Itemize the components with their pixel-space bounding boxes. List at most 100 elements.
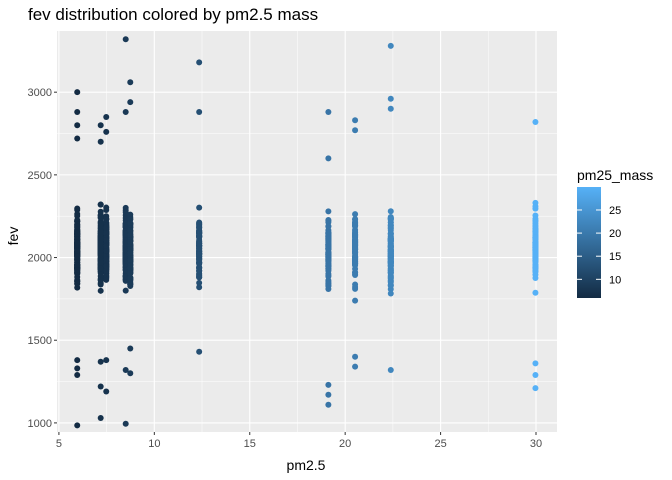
data-point <box>103 272 110 279</box>
data-point <box>103 276 110 283</box>
data-point <box>103 357 110 364</box>
data-point <box>532 360 539 367</box>
data-point <box>325 401 332 408</box>
data-point <box>103 128 110 135</box>
data-point <box>74 122 81 129</box>
data-point <box>532 256 539 263</box>
x-tick-label: 30 <box>530 438 542 450</box>
data-point <box>122 109 129 116</box>
data-point <box>387 95 394 102</box>
x-tick-label: 10 <box>148 438 160 450</box>
data-point <box>387 255 394 262</box>
data-point <box>352 254 359 261</box>
data-point <box>103 224 110 231</box>
data-point <box>196 220 203 227</box>
data-point <box>127 370 134 377</box>
data-point <box>97 228 104 235</box>
data-point <box>127 231 134 238</box>
data-point <box>532 226 539 233</box>
data-point <box>352 260 359 267</box>
y-axis-title: fev <box>5 227 21 246</box>
data-point <box>325 223 332 230</box>
data-point <box>352 284 359 291</box>
data-point <box>97 122 104 129</box>
legend-title: pm25_mass <box>577 167 653 183</box>
data-point <box>103 230 110 237</box>
data-point <box>387 236 394 243</box>
legend-color-bar <box>577 187 601 298</box>
data-point <box>325 381 332 388</box>
data-point <box>532 205 539 212</box>
data-point <box>352 219 359 226</box>
data-point <box>103 263 110 270</box>
data-point <box>325 281 332 288</box>
data-point <box>196 232 203 239</box>
data-point <box>196 256 203 263</box>
data-point <box>387 243 394 250</box>
data-point <box>103 388 110 395</box>
data-point <box>196 59 203 66</box>
data-point <box>387 366 394 373</box>
data-point <box>387 262 394 269</box>
data-point <box>97 235 104 242</box>
data-point <box>352 227 359 234</box>
data-point <box>387 279 394 286</box>
data-point <box>325 109 332 116</box>
data-point <box>532 222 539 229</box>
data-point <box>97 220 104 227</box>
data-point <box>532 289 539 296</box>
data-point <box>74 230 81 237</box>
data-point <box>325 273 332 280</box>
data-point <box>74 262 81 269</box>
data-point <box>352 211 359 218</box>
data-point <box>127 220 134 227</box>
data-point <box>127 99 134 106</box>
data-point <box>325 249 332 256</box>
data-point <box>387 42 394 49</box>
data-point <box>127 256 134 263</box>
legend: pm25_mass 10 15 20 25 <box>577 167 653 298</box>
data-point <box>196 267 203 274</box>
data-point <box>352 271 359 278</box>
data-point <box>97 383 104 390</box>
data-point <box>122 267 129 274</box>
data-point <box>103 267 110 274</box>
data-point <box>122 209 129 216</box>
data-point <box>74 371 81 378</box>
data-point <box>387 269 394 276</box>
y-axis: 1000 1500 2000 2500 3000 <box>28 87 57 430</box>
data-point <box>127 238 134 245</box>
data-point <box>74 89 81 96</box>
data-point <box>74 247 81 254</box>
y-tick-label: 2500 <box>28 170 52 182</box>
data-point <box>532 385 539 392</box>
data-point <box>74 135 81 142</box>
data-point <box>352 117 359 124</box>
legend-tick-label: 20 <box>609 228 621 240</box>
data-point <box>97 265 104 272</box>
y-tick-label: 2000 <box>28 253 52 265</box>
data-point <box>127 345 134 352</box>
data-point <box>122 239 129 246</box>
data-point <box>532 118 539 125</box>
data-point <box>127 264 134 271</box>
data-point <box>74 280 81 287</box>
y-tick-label: 3000 <box>28 87 52 99</box>
data-point <box>74 205 81 212</box>
data-point <box>122 287 129 294</box>
data-point <box>196 109 203 116</box>
data-point <box>97 358 104 365</box>
legend-ticks: 10 15 20 25 <box>577 205 621 286</box>
data-point <box>127 79 134 86</box>
data-point <box>103 206 110 213</box>
data-point <box>196 224 203 231</box>
x-tick-label: 5 <box>56 438 62 450</box>
data-point <box>532 371 539 378</box>
data-point <box>127 227 134 234</box>
data-point <box>352 232 359 239</box>
data-point <box>103 256 110 263</box>
data-point <box>122 222 129 229</box>
data-point <box>532 217 539 224</box>
data-point <box>103 113 110 120</box>
